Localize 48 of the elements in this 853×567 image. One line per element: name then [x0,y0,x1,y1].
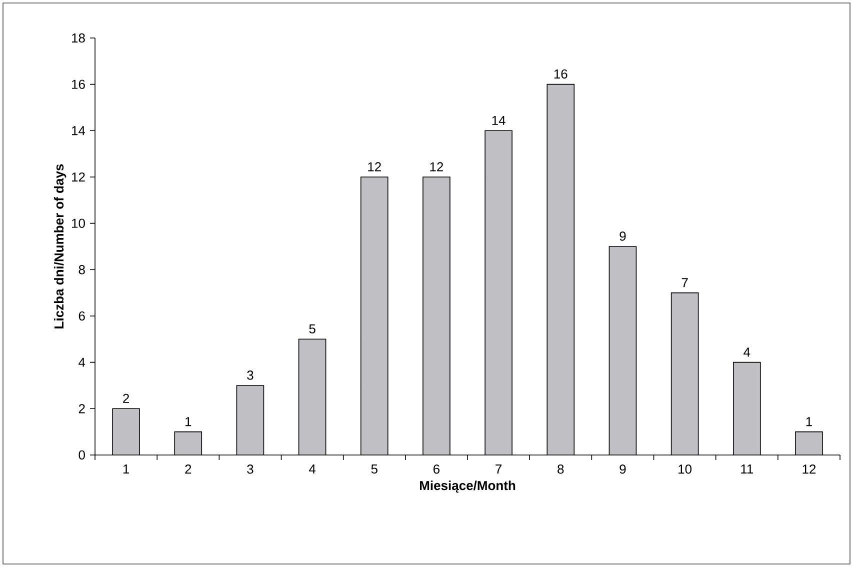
y-tick-label: 0 [78,450,85,460]
data-label: 5 [309,324,316,334]
y-tick-label: 12 [72,172,85,182]
data-label: 1 [186,417,192,426]
bar [422,176,450,455]
bar [609,246,636,455]
bar [298,339,326,455]
data-label: 12 [430,162,444,172]
data-label: 7 [682,278,688,288]
y-tick-label: 18 [72,33,85,43]
bar [733,362,760,455]
y-axis-title: Liczba dni/Number of days [54,164,66,328]
x-tick-label: 11 [741,464,753,474]
x-tick-label: 5 [371,464,378,474]
data-label: 1 [806,417,812,426]
x-tick-label: 7 [496,464,502,474]
x-tick-label: 3 [247,464,254,474]
x-tick-label: 9 [620,464,626,474]
data-label: 16 [554,69,568,79]
x-tick-label: 8 [558,464,564,474]
x-tick-label: 4 [308,464,316,474]
x-tick-label: 2 [185,464,192,474]
bar [360,176,388,455]
bar [236,385,264,455]
y-tick-label: 14 [72,126,86,136]
bar [795,431,823,455]
bar [112,408,140,455]
y-tick-label: 8 [78,265,85,274]
bar [671,292,698,455]
data-label: 14 [492,116,506,125]
data-label: 9 [620,232,626,241]
y-tick-label: 10 [72,218,85,228]
y-tick-label: 4 [78,358,86,367]
y-tick-label: 16 [72,80,85,89]
bar [174,432,202,455]
y-tick-label: 2 [78,404,85,414]
y-tick-label: 6 [78,311,85,321]
data-label: 4 [744,348,750,357]
x-tick-label: 12 [802,464,816,474]
data-label: 2 [123,394,130,403]
x-axis-title: Miesiące/Month [420,480,516,493]
x-tick-label: 10 [678,464,692,474]
data-label: 12 [368,162,381,172]
bar [547,84,574,455]
x-tick-label: 1 [123,464,130,474]
x-tick-label: 6 [434,464,440,474]
data-label: 3 [247,370,254,380]
bar [485,130,512,455]
